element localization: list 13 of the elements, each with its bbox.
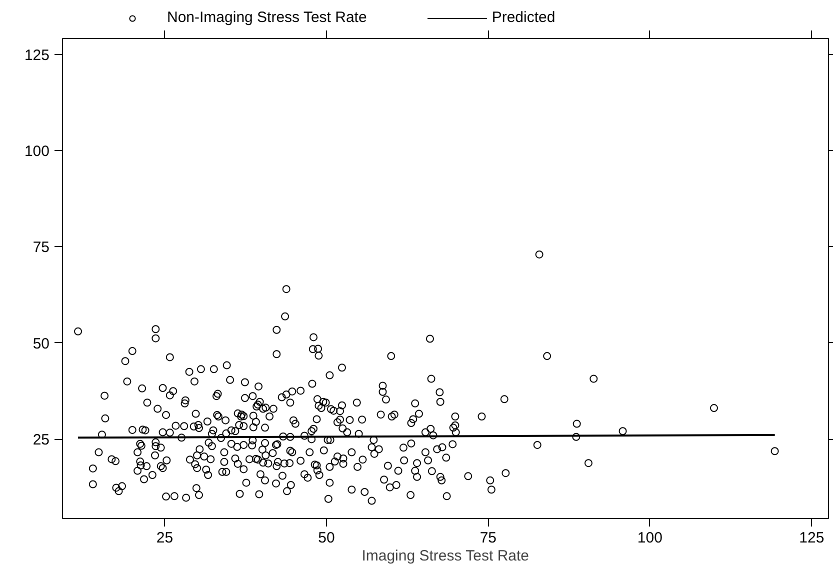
- x-tick-label: 100: [637, 530, 662, 546]
- y-tick-label: 50: [32, 335, 50, 352]
- x-tick-label: 125: [799, 530, 824, 546]
- legend-label: Non-Imaging Stress Test Rate: [167, 9, 367, 26]
- x-axis-title: Imaging Stress Test Rate: [362, 548, 530, 564]
- y-tick-label: 25: [32, 432, 50, 449]
- x-tick-label: 50: [318, 530, 335, 546]
- legend-label: Predicted: [492, 9, 556, 26]
- y-tick-label: 75: [32, 239, 50, 256]
- x-tick-label: 75: [480, 530, 497, 546]
- y-tick-label: 100: [24, 143, 50, 160]
- y-tick-label: 125: [24, 46, 50, 64]
- x-tick-label: 25: [156, 530, 174, 546]
